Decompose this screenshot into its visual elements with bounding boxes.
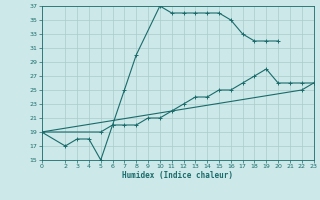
X-axis label: Humidex (Indice chaleur): Humidex (Indice chaleur) — [122, 171, 233, 180]
